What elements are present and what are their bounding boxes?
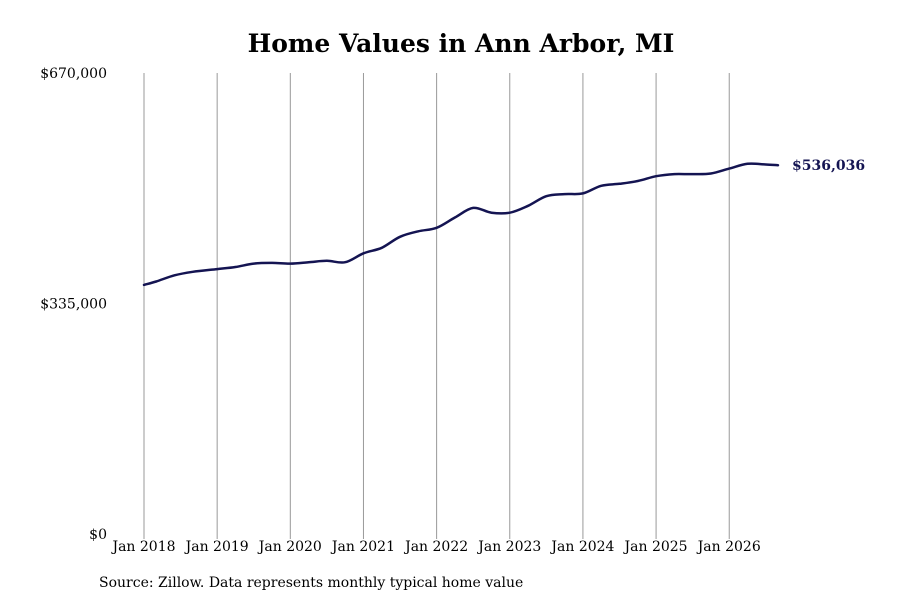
- source-note: Source: Zillow. Data represents monthly …: [99, 575, 523, 591]
- x-tick-label: Jan 2018: [110, 539, 175, 555]
- x-tick-label: Jan 2025: [623, 539, 688, 555]
- x-tick-label: Jan 2026: [696, 539, 761, 555]
- series-layer: [142, 162, 780, 287]
- end-value-label: $536,036: [792, 158, 865, 174]
- vertical-gridlines: [143, 73, 730, 534]
- x-tick-label: Jan 2020: [257, 539, 322, 555]
- y-tick-label: $670,000: [40, 66, 107, 82]
- x-axis-ticks: Jan 2018 Jan 2019 Jan 2020 Jan 2021 Jan 2022…: [110, 534, 761, 555]
- x-tick-label: Jan 2019: [184, 539, 249, 555]
- x-tick-label: Jan 2023: [476, 539, 541, 555]
- y-tick-label: $0: [89, 527, 107, 543]
- x-tick-label: Jan 2021: [330, 539, 395, 555]
- x-tick-label: Jan 2024: [549, 539, 614, 555]
- y-axis-ticks: $0 $335,000 $670,000: [40, 66, 107, 543]
- series-line-0: [142, 162, 780, 287]
- x-tick-label: Jan 2022: [403, 539, 468, 555]
- annotations: $536,036: [792, 158, 865, 174]
- chart-title: Home Values in Ann Arbor, MI: [248, 29, 675, 58]
- y-tick-label: $335,000: [40, 297, 107, 313]
